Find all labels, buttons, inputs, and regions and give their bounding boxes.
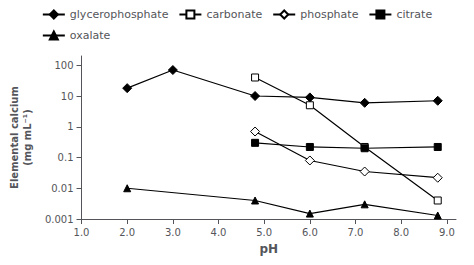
svg-text:glycerophosphate: glycerophosphate	[70, 8, 169, 21]
svg-text:Elemental calcium: Elemental calcium	[9, 86, 20, 189]
svg-text:10: 10	[61, 91, 74, 102]
svg-text:(mg mL⁻¹): (mg mL⁻¹)	[22, 109, 33, 166]
svg-text:2.0: 2.0	[119, 227, 135, 238]
svg-text:0.1: 0.1	[58, 152, 74, 163]
svg-text:3.0: 3.0	[165, 227, 181, 238]
svg-text:4.0: 4.0	[211, 227, 227, 238]
svg-text:citrate: citrate	[396, 8, 432, 21]
svg-text:1: 1	[67, 121, 73, 132]
svg-text:0.001: 0.001	[45, 214, 74, 225]
svg-text:100: 100	[54, 60, 73, 71]
svg-text:carbonate: carbonate	[206, 8, 262, 21]
svg-text:pH: pH	[259, 242, 278, 256]
svg-text:7.0: 7.0	[348, 227, 364, 238]
svg-text:6.0: 6.0	[302, 227, 318, 238]
svg-text:1.0: 1.0	[74, 227, 90, 238]
svg-text:9.0: 9.0	[439, 227, 455, 238]
svg-text:5.0: 5.0	[256, 227, 272, 238]
svg-text:8.0: 8.0	[393, 227, 409, 238]
svg-text:oxalate: oxalate	[70, 29, 111, 42]
svg-text:phosphate: phosphate	[300, 8, 358, 21]
svg-text:0.01: 0.01	[51, 183, 73, 194]
